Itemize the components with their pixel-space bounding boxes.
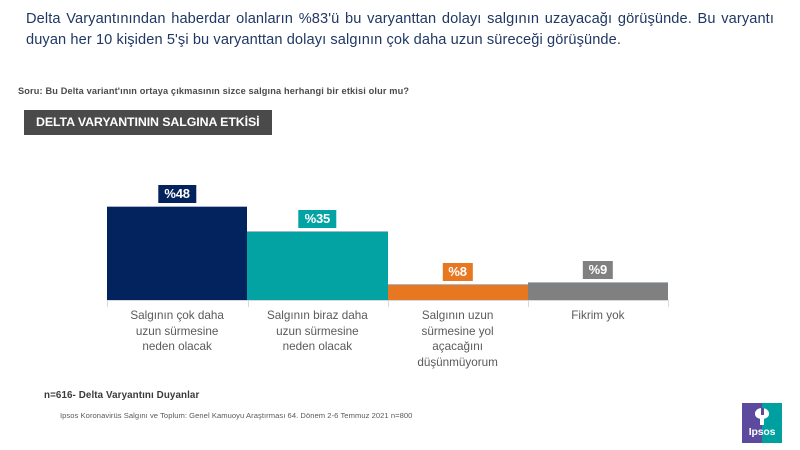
section-title-banner: DELTA VARYANTININ SALGINA ETKİSİ [24,110,272,135]
logo-mark-icon [755,408,769,425]
bar-value-label: %9 [582,261,614,280]
base-note: n=616- Delta Varyantını Duyanlar [44,390,200,401]
bar-segment [387,284,528,300]
chart-plot-area: %48 %35 %8 %9 [107,180,668,300]
bar-column: %48 [107,180,248,300]
bar-segment [247,231,388,300]
category-label: Salgının uzun sürmesine yol açacağını dü… [417,309,498,369]
category-label: Salgının biraz daha uzun sürmesine neden… [267,309,368,353]
bar-column: %9 [527,180,668,300]
survey-question-text: Soru: Bu Delta variant'ının ortaya çıkma… [18,86,410,96]
bar-segment [527,282,668,300]
ipsos-logo: Ipsos [742,403,782,443]
axis-tick [668,301,669,307]
category-label: Fikrim yok [571,309,625,322]
axis-tick [528,301,529,307]
bar-value-label: %48 [158,184,196,203]
logo-wordmark: Ipsos [748,426,776,438]
bar-value-label: %8 [442,263,473,282]
chart-baseline [107,300,669,301]
axis-tick [248,301,249,307]
headline-text: Delta Varyantınından haberdar olanların … [26,11,774,48]
bar-column: %8 [387,180,528,300]
bar-value-label: %35 [298,210,337,229]
axis-tick [107,301,108,307]
bar-segment [107,205,248,300]
bar-column: %35 [247,180,388,300]
category-label: Salgının çok daha uzun sürmesine neden o… [130,309,224,353]
bar-chart: %48 %35 %8 %9 Salgının çok daha uzun sür… [0,150,800,390]
source-note: Ipsos Koronavirüs Salgını ve Toplum: Gen… [60,411,413,420]
axis-tick [388,301,389,307]
